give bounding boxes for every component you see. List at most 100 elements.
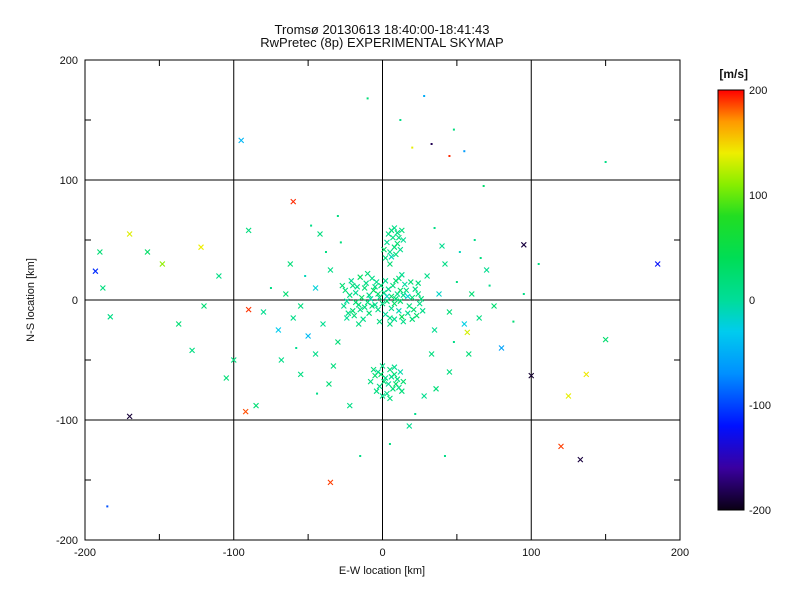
scatter-point-dot xyxy=(458,251,461,253)
colorbar-tick-label: 200 xyxy=(749,85,767,97)
scatter-point-cross xyxy=(461,321,468,327)
scatter-point-cross xyxy=(357,274,364,281)
scatter-point-cross xyxy=(388,253,395,260)
scatter-point-cross xyxy=(357,306,364,313)
scatter-point-cross xyxy=(391,364,398,371)
scatter-point-cross xyxy=(520,241,527,248)
y-tick-label: 0 xyxy=(72,295,78,307)
scatter-point-cross xyxy=(370,366,377,373)
scatter-point-cross xyxy=(384,293,390,300)
scatter-point-cross xyxy=(345,310,352,317)
scatter-point-cross xyxy=(387,395,393,402)
scatter-point-cross xyxy=(400,378,407,385)
scatter-point-dot xyxy=(473,239,476,241)
scatter-point-cross xyxy=(369,275,375,282)
scatter-point-cross xyxy=(491,303,497,309)
plot-frame xyxy=(84,59,681,541)
scatter-point-cross xyxy=(378,371,384,378)
scatter-point-cross xyxy=(327,267,334,273)
scatter-point-cross xyxy=(390,385,396,392)
scatter-point-cross xyxy=(382,375,389,381)
scatter-point-dot xyxy=(479,257,482,259)
scatter-points xyxy=(92,95,661,508)
scatter-point-dot xyxy=(433,227,436,229)
scatter-point-cross xyxy=(245,306,252,313)
scatter-point-cross xyxy=(409,316,416,323)
scatter-point-cross xyxy=(382,277,389,284)
scatter-point-cross xyxy=(387,261,393,267)
scatter-point-cross xyxy=(354,283,361,290)
scatter-point-cross xyxy=(415,291,422,297)
colorbar-tick-label: -100 xyxy=(749,400,771,412)
scatter-point-cross xyxy=(215,273,222,279)
scatter-point-dot xyxy=(430,143,433,145)
scatter-point-cross xyxy=(406,423,413,429)
scatter-point-cross xyxy=(355,321,362,327)
scatter-point-cross xyxy=(404,293,411,300)
scatter-point-cross xyxy=(363,280,370,287)
scatter-point-cross xyxy=(528,372,535,379)
scatter-point-cross xyxy=(372,283,378,290)
scatter-point-cross xyxy=(287,261,294,267)
scatter-point-cross xyxy=(334,339,341,345)
scatter-point-cross xyxy=(394,376,401,383)
scatter-point-cross xyxy=(348,277,355,284)
y-tick-label: -200 xyxy=(56,535,78,547)
scatter-point-cross xyxy=(342,287,349,294)
scatter-point-cross xyxy=(419,307,426,314)
scatter-point-cross xyxy=(372,372,378,379)
scatter-point-dot xyxy=(443,455,446,457)
scatter-point-cross xyxy=(297,371,304,378)
scatter-point-dot xyxy=(359,455,362,457)
scatter-point-dot xyxy=(537,263,540,265)
grid-lines xyxy=(85,60,680,540)
scatter-point-cross xyxy=(577,456,584,463)
scatter-point-cross xyxy=(201,303,207,309)
scatter-point-cross xyxy=(351,312,358,319)
scatter-point-cross xyxy=(290,198,297,205)
scatter-point-cross xyxy=(409,294,416,301)
scatter-point-dot xyxy=(106,505,109,508)
scatter-point-cross xyxy=(390,234,396,241)
scatter-point-cross xyxy=(394,240,401,247)
scatter-point-cross xyxy=(400,237,407,243)
scatter-point-cross xyxy=(126,231,133,237)
scatter-point-cross xyxy=(583,371,590,378)
scatter-point-cross xyxy=(397,298,404,305)
scatter-point-cross xyxy=(394,229,401,236)
scatter-point-cross xyxy=(416,300,423,307)
scatter-point-cross xyxy=(366,310,373,317)
scatter-point-cross xyxy=(107,313,114,320)
scatter-point-cross xyxy=(253,402,259,409)
scatter-point-cross xyxy=(361,285,368,291)
scatter-point-cross xyxy=(397,369,404,375)
scatter-point-cross xyxy=(498,345,505,351)
scatter-point-cross xyxy=(330,363,337,369)
scatter-point-cross xyxy=(442,261,448,267)
scatter-point-dot xyxy=(423,95,426,97)
scatter-point-cross xyxy=(378,282,384,289)
scatter-point-cross xyxy=(245,227,252,234)
scatter-point-cross xyxy=(446,309,453,315)
scatter-point-cross xyxy=(242,408,249,415)
scatter-point-dot xyxy=(455,281,458,283)
scatter-point-cross xyxy=(476,315,483,321)
scatter-point-cross xyxy=(387,249,393,255)
scatter-point-cross xyxy=(385,381,392,387)
scatter-point-cross xyxy=(312,351,319,357)
colorbar-gradient xyxy=(717,89,745,511)
scatter-point-cross xyxy=(352,289,359,296)
scatter-point-cross xyxy=(360,316,367,323)
scatter-point-cross xyxy=(381,246,387,253)
scatter-point-dot xyxy=(463,150,466,153)
colorbar: [m/s] 200 100 0 -100 -200 xyxy=(717,67,771,517)
scatter-point-dot xyxy=(336,215,339,217)
scatter-point-cross xyxy=(410,306,417,313)
scatter-point-dot xyxy=(452,128,455,131)
scatter-point-cross xyxy=(391,225,398,231)
scatter-point-dot xyxy=(414,413,417,415)
scatter-point-cross xyxy=(398,227,405,234)
scatter-point-cross xyxy=(421,393,428,399)
colorbar-tick-label: -200 xyxy=(749,505,771,517)
